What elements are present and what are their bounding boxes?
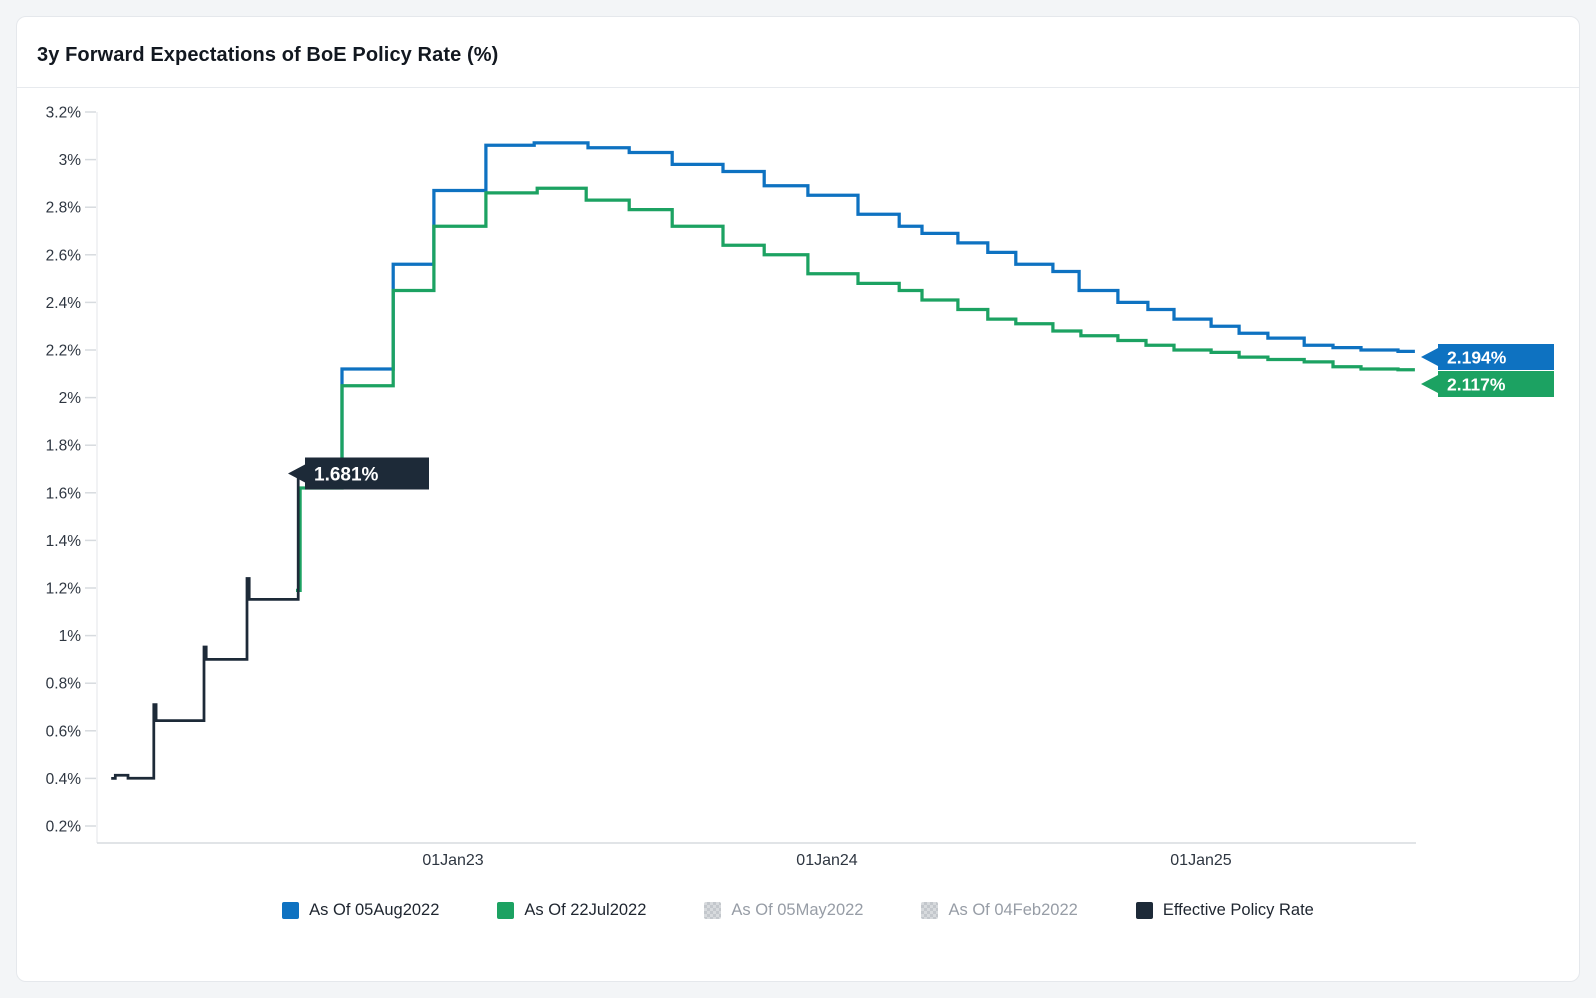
policy-rate-chart: 3.2% 3% 2.8% 2.6% 2.4% 2.2% 2% 1.8% 1.6% 1.4% 1.2%… — [46, 105, 1554, 869]
y-tick-label: 1.2% — [46, 581, 82, 598]
legend-swatch-green — [497, 901, 515, 919]
y-tick-label: 0.4% — [46, 771, 82, 788]
y-tick-label: 3.2% — [46, 105, 82, 122]
value-label-effective-rate: 1.681% — [288, 457, 429, 490]
legend-swatch-blue — [282, 901, 300, 919]
legend-label: As Of 04Feb2022 — [948, 900, 1078, 919]
callout-arrow-icon — [288, 464, 305, 483]
callout-box — [1438, 344, 1554, 370]
legend-item-as-of-04feb2022[interactable]: As Of 04Feb2022 — [921, 900, 1078, 920]
legend-swatch-gray-checker — [921, 901, 939, 919]
callout-arrow-icon — [1421, 375, 1438, 393]
y-tick-label: 0.2% — [46, 819, 82, 836]
axes: 3.2% 3% 2.8% 2.6% 2.4% 2.2% 2% 1.8% 1.6% 1.4% 1.2%… — [46, 105, 1416, 869]
legend-label: As Of 05May2022 — [731, 900, 864, 919]
legend-label: Effective Policy Rate — [1162, 900, 1314, 919]
legend-swatch-gray-checker — [704, 901, 722, 919]
x-tick-label: 01Jan23 — [422, 852, 483, 869]
legend-swatch-navy — [1135, 901, 1153, 919]
callout-arrow-icon — [1421, 348, 1438, 366]
y-tick-label: 3% — [59, 152, 82, 169]
legend-item-as-of-05aug2022[interactable]: As Of 05Aug2022 — [282, 901, 439, 920]
y-tick-label: 2% — [59, 390, 82, 407]
chart-card: 3y Forward Expectations of BoE Policy Ra… — [16, 16, 1580, 982]
series-as-of-22jul2022 — [296, 186, 1415, 593]
y-tick-label: 2.4% — [46, 295, 82, 312]
y-tick-label: 1.8% — [46, 438, 82, 455]
y-tick-label: 1% — [59, 628, 82, 645]
legend-item-effective-policy-rate[interactable]: Effective Policy Rate — [1135, 900, 1314, 920]
page-title: 3y Forward Expectations of BoE Policy Ra… — [37, 43, 499, 66]
callout-box — [1438, 371, 1554, 397]
x-tick-label: 01Jan25 — [1170, 852, 1231, 869]
legend-label: As Of 22Jul2022 — [524, 900, 647, 919]
callout-value: 2.117% — [1447, 374, 1506, 394]
y-tick-label: 1.6% — [46, 485, 82, 502]
callout-box — [305, 457, 429, 490]
callout-value: 2.194% — [1447, 347, 1507, 367]
chart-area: 3.2% 3% 2.8% 2.6% 2.4% 2.2% 2% 1.8% 1.6% 1.4% 1.2%… — [17, 88, 1579, 878]
callout-value: 1.681% — [314, 464, 379, 485]
y-tick-label: 1.4% — [46, 533, 82, 550]
legend-item-as-of-22jul2022[interactable]: As Of 22Jul2022 — [497, 901, 646, 920]
y-tick-label: 0.8% — [46, 676, 82, 693]
value-label-blue: 2.194% — [1421, 344, 1554, 370]
series-effective-policy-rate — [111, 470, 302, 780]
value-label-green: 2.117% — [1421, 371, 1554, 397]
y-tick-label: 2.8% — [46, 200, 82, 217]
card-header: 3y Forward Expectations of BoE Policy Ra… — [17, 17, 1579, 88]
y-tick-label: 2.6% — [46, 247, 82, 264]
legend-item-as-of-05may2022[interactable]: As Of 05May2022 — [704, 901, 863, 920]
chart-legend: As Of 05Aug2022 As Of 22Jul2022 As Of 05… — [17, 898, 1579, 922]
y-tick-label: 2.2% — [46, 343, 82, 360]
legend-label: As Of 05Aug2022 — [309, 900, 440, 919]
series-as-of-05aug2022 — [297, 141, 1415, 474]
y-tick-label: 0.6% — [46, 723, 82, 740]
x-tick-label: 01Jan24 — [796, 852, 857, 869]
